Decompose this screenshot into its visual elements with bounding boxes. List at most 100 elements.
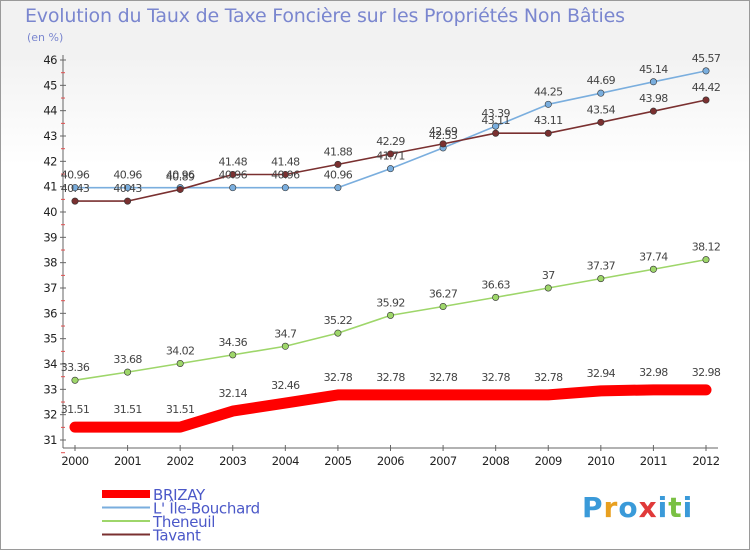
data-label: 32.78	[324, 371, 353, 384]
data-label: 32.78	[534, 371, 563, 384]
data-label: 32.46	[271, 379, 300, 392]
data-label: 41.48	[219, 156, 248, 169]
data-label: 40.96	[219, 169, 248, 182]
data-label: 42.53	[429, 129, 458, 142]
data-point	[71, 184, 79, 192]
data-point	[492, 293, 500, 301]
data-label: 40.96	[61, 169, 90, 182]
data-point	[492, 129, 500, 137]
data-label: 41.88	[324, 145, 353, 158]
data-point	[229, 351, 237, 359]
logo-text: Proxiti	[582, 491, 693, 524]
data-point	[124, 184, 132, 192]
data-label: 37.74	[639, 250, 668, 263]
y-tick-label: 39	[43, 230, 57, 244]
data-label: 40.43	[113, 182, 142, 195]
data-label: 32.78	[481, 371, 510, 384]
y-tick-label: 37	[43, 281, 57, 295]
data-point	[229, 171, 237, 179]
data-label: 44.25	[534, 85, 563, 98]
data-label: 36.63	[481, 278, 510, 291]
data-label: 38.12	[692, 241, 721, 254]
data-point	[334, 329, 342, 337]
data-label: 32.98	[639, 366, 668, 379]
x-tick-label: 2012	[692, 454, 719, 468]
legend-label: L' Île-Bouchard	[153, 499, 260, 518]
data-label: 31.51	[61, 403, 90, 416]
data-label: 36.27	[429, 287, 458, 300]
data-label: 34.02	[166, 344, 195, 357]
data-point	[124, 368, 132, 376]
data-label: 43.98	[639, 92, 668, 105]
y-tick-label: 40	[43, 205, 57, 219]
data-point	[124, 197, 132, 205]
data-label: 32.94	[587, 367, 616, 380]
data-label: 32.78	[429, 371, 458, 384]
x-tick-label: 2011	[640, 454, 667, 468]
data-point	[597, 89, 605, 97]
data-label: 40.96	[271, 169, 300, 182]
data-point	[544, 100, 552, 108]
data-label: 42.29	[376, 135, 405, 148]
data-label: 45.14	[639, 63, 668, 76]
data-label: 42.69	[429, 125, 458, 138]
legend-label: Tavant	[152, 527, 201, 545]
data-point	[176, 185, 184, 193]
y-tick-label: 43	[43, 129, 57, 143]
series-points	[71, 67, 710, 384]
data-point	[544, 129, 552, 137]
data-point	[439, 302, 447, 310]
data-label: 40.43	[61, 182, 90, 195]
x-tick-label: 2002	[167, 454, 194, 468]
data-label: 40.96	[113, 169, 142, 182]
data-label: 35.22	[324, 314, 353, 327]
data-label: 33.36	[61, 361, 90, 374]
y-tick-label: 45	[43, 78, 57, 92]
data-point	[281, 184, 289, 192]
data-label: 43.39	[481, 107, 510, 120]
data-label: 34.7	[274, 327, 297, 340]
data-label: 33.68	[113, 353, 142, 366]
data-label: 31.51	[166, 403, 195, 416]
data-label: 34.36	[219, 336, 248, 349]
data-point	[386, 311, 394, 319]
data-label: 32.14	[219, 387, 248, 400]
data-label: 37	[542, 269, 555, 282]
data-point	[597, 275, 605, 283]
y-tick-label: 35	[43, 332, 57, 346]
legend-label: BRIZAY	[153, 486, 206, 504]
y-tick-label: 38	[43, 256, 57, 270]
data-label: 37.37	[587, 260, 616, 273]
data-label: 44.69	[587, 74, 616, 87]
data-point	[386, 165, 394, 173]
legend-label: Theneuil	[152, 513, 215, 531]
data-label: 35.92	[376, 296, 405, 309]
data-point	[386, 150, 394, 158]
chart-title: Evolution du Taux de Taxe Foncière sur l…	[25, 5, 625, 27]
proxiti-logo: Proxiti	[582, 491, 693, 524]
y-tick-label: 31	[43, 433, 57, 447]
data-point	[71, 376, 79, 384]
x-tick-label: 2001	[114, 454, 141, 468]
data-point	[176, 359, 184, 367]
data-point	[334, 160, 342, 168]
y-tick-label: 42	[43, 154, 57, 168]
data-labels: 31.51 31.51 31.51 32.14 32.46 32.78 32.78 32.78…	[61, 52, 722, 416]
data-label: 32.78	[376, 371, 405, 384]
data-point	[597, 118, 605, 126]
data-point	[649, 107, 657, 115]
x-tick-label: 2003	[219, 454, 246, 468]
x-tick-label: 2009	[535, 454, 562, 468]
data-label: 40.89	[166, 170, 195, 183]
series-line-2	[74, 258, 707, 382]
data-label: 31.51	[113, 403, 142, 416]
y-tick-label: 32	[43, 408, 57, 422]
chart-unit-label: (en %)	[27, 31, 64, 44]
y-tick-label: 41	[43, 180, 57, 194]
axes: 31 32 33 34 35 36 37 38 39 40 41 42 43 44 45 46 2000 2001…	[43, 53, 720, 468]
x-tick-label: 2008	[482, 454, 509, 468]
x-tick-label: 2010	[587, 454, 614, 468]
y-tick-label: 34	[43, 357, 57, 371]
